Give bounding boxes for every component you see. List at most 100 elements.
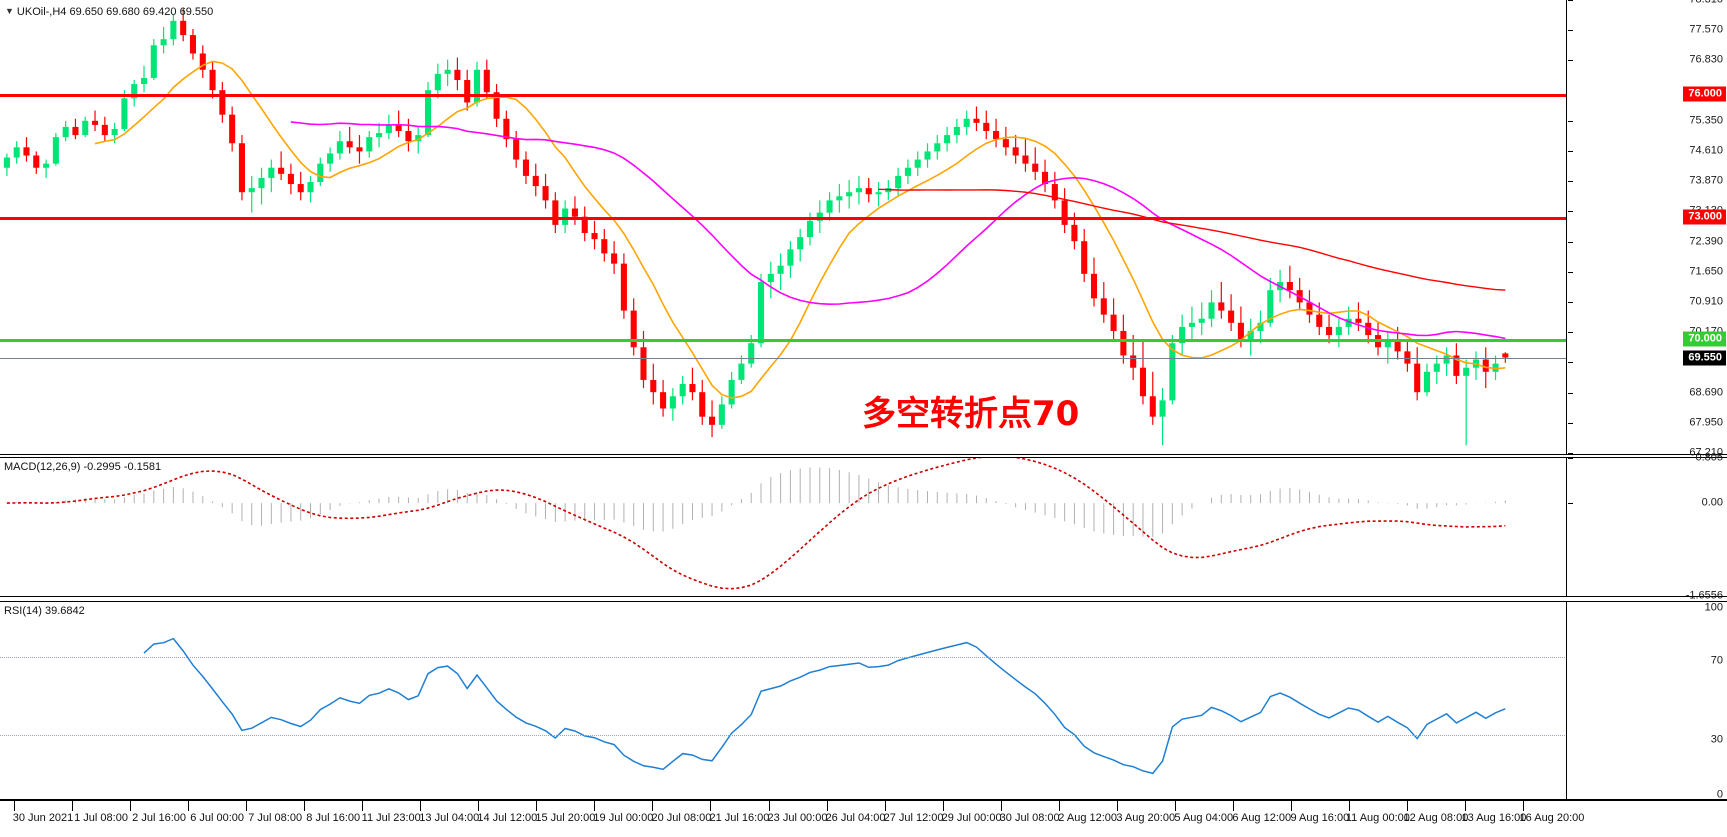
price-tickmark: [1568, 422, 1573, 424]
macd-tickmark: [1568, 596, 1573, 597]
macd-axis: [1566, 458, 1567, 596]
symbol-legend[interactable]: ▼ UKOil-,H4 69.650 69.680 69.420 69.550: [5, 5, 213, 18]
price-panel[interactable]: 78.31077.57076.83075.35074.61073.87073.1…: [0, 0, 1727, 458]
price-tickmark: [1568, 30, 1573, 32]
price-tag-69-550: 69.550: [1683, 350, 1726, 365]
price-tickmark: [1568, 120, 1573, 122]
rsi-tick-label: 100: [1704, 601, 1723, 614]
time-axis-separator: [1232, 800, 1234, 811]
time-axis-separator: [884, 800, 886, 811]
time-axis-label: 8 Jul 16:00: [306, 812, 361, 824]
time-axis-separator: [246, 800, 248, 811]
time-axis-separator: [420, 800, 422, 811]
price-tick-label: 67.950: [1689, 416, 1723, 429]
time-axis-label: 7 Jul 08:00: [248, 812, 303, 824]
price-tick-label: 72.390: [1689, 235, 1723, 248]
macd-series: [6, 458, 1506, 590]
price-tick-label: 68.690: [1689, 386, 1723, 399]
price-tick-label: 71.650: [1689, 265, 1723, 278]
macd-tickmark: [1568, 503, 1573, 505]
rsi-plot-area[interactable]: [0, 602, 1567, 799]
time-axis-separator: [768, 800, 770, 811]
time-axis-separator: [594, 800, 596, 811]
time-axis-label: 26 Jul 04:00: [825, 812, 886, 824]
rsi-tick-label: 0: [1716, 788, 1723, 801]
time-axis-separator: [14, 800, 16, 811]
price-tick-label: 67.210: [1689, 446, 1723, 459]
time-axis-label: 3 Aug 20:00: [1116, 812, 1176, 824]
macd-legend: MACD(12,26,9) -0.2995 -0.1581: [4, 461, 162, 473]
collapse-caret-icon[interactable]: ▼: [5, 6, 14, 16]
macd-plot-area[interactable]: [0, 458, 1567, 596]
time-axis-separator: [304, 800, 306, 811]
price-tag-76-000: 76.000: [1683, 86, 1726, 102]
time-axis-line: [0, 800, 1727, 801]
price-tick-label: 78.310: [1689, 0, 1723, 6]
price-plot-area[interactable]: [0, 0, 1567, 454]
time-axis-separator: [362, 800, 364, 811]
time-axis-separator: [1000, 800, 1002, 811]
price-tickmark: [1568, 181, 1573, 183]
time-axis-label: 1 Jul 08:00: [74, 812, 128, 824]
time-axis-label: 2 Jul 16:00: [132, 812, 186, 824]
time-axis-label: 6 Jul 00:00: [190, 812, 245, 824]
time-axis-separator: [942, 800, 944, 811]
price-level-line-76-000[interactable]: [0, 94, 1567, 98]
price-tickmark: [1568, 151, 1573, 152]
time-axis-label: 30 Jun 2021: [12, 812, 74, 824]
time-axis-label: 13 Jul 04:00: [419, 812, 480, 824]
time-axis-label: 12 Aug 08:00: [1403, 812, 1469, 824]
time-axis-separator: [478, 800, 480, 811]
time-axis-separator: [72, 800, 74, 811]
time-axis[interactable]: 30 Jun 2021 1 Jul 08:00 2 Jul 16:00 6 Jul 0…: [0, 800, 1727, 837]
time-axis-label: 27 Jul 12:00: [883, 812, 944, 824]
time-axis-label: 19 Jul 00:00: [593, 812, 654, 824]
price-level-line-69-550[interactable]: [0, 357, 1567, 359]
price-axis: [1566, 0, 1567, 454]
price-tick-label: 75.350: [1689, 114, 1723, 127]
time-axis-separator: [536, 800, 538, 811]
time-axis-label: 15 Jul 20:00: [535, 812, 596, 824]
time-axis-separator: [130, 800, 132, 811]
time-axis-label: 13 Aug 16:00: [1461, 812, 1527, 824]
time-axis-label: 16 Aug 20:00: [1519, 812, 1585, 824]
price-tickmark: [1568, 60, 1573, 62]
rsi-level-70: [0, 657, 1567, 658]
price-tick-label: 77.570: [1689, 23, 1723, 36]
time-axis-label: 29 Jul 00:00: [941, 812, 1002, 824]
rsi-tick-label: 30: [1710, 733, 1723, 746]
time-axis-label: 11 Jul 23:00: [361, 812, 421, 824]
rsi-panel[interactable]: 100 70 30 0 RSI(14) 39.6842: [0, 601, 1727, 800]
price-tickmark: [1568, 302, 1573, 303]
price-tickmark: [1568, 392, 1573, 394]
rsi-level-30: [0, 735, 1567, 736]
price-level-line-73-000[interactable]: [0, 216, 1567, 220]
time-axis-separator: [826, 800, 828, 811]
rsi-tick-label: 70: [1710, 654, 1723, 667]
time-axis-label: 14 Jul 12:00: [477, 812, 538, 824]
price-tag-70-000: 70.000: [1683, 331, 1726, 347]
time-axis-separator: [1290, 800, 1292, 811]
time-axis-label: 9 Aug 16:00: [1290, 812, 1350, 824]
rsi-legend: RSI(14) 39.6842: [4, 605, 85, 617]
time-axis-label: 30 Jul 08:00: [999, 812, 1060, 824]
time-axis-separator: [1522, 800, 1524, 811]
macd-panel[interactable]: 0.805 0.00 -1.6556 MACD(12,26,9) -0.2995 -…: [0, 452, 1727, 601]
price-tickmark: [1568, 0, 1573, 1]
price-tick-label: 76.830: [1689, 53, 1723, 66]
time-axis-separator: [188, 800, 190, 811]
time-axis-separator: [1464, 800, 1466, 811]
macd-tick-label: 0.00: [1701, 496, 1723, 509]
time-axis-separator: [1174, 800, 1176, 811]
time-axis-label: 11 Aug 00:00: [1345, 812, 1410, 824]
time-axis-separator: [1058, 800, 1060, 811]
time-axis-separator: [1406, 800, 1408, 811]
symbol-legend-text: UKOil-,H4 69.650 69.680 69.420 69.550: [16, 6, 214, 18]
price-tickmark: [1568, 453, 1573, 454]
price-level-line-70-000[interactable]: [0, 339, 1567, 343]
price-tick-label: 70.910: [1689, 295, 1723, 308]
macd-tick-label: -1.6556: [1685, 589, 1723, 602]
price-tick-label: 73.870: [1689, 174, 1723, 187]
time-axis-label: 20 Jul 08:00: [651, 812, 712, 824]
